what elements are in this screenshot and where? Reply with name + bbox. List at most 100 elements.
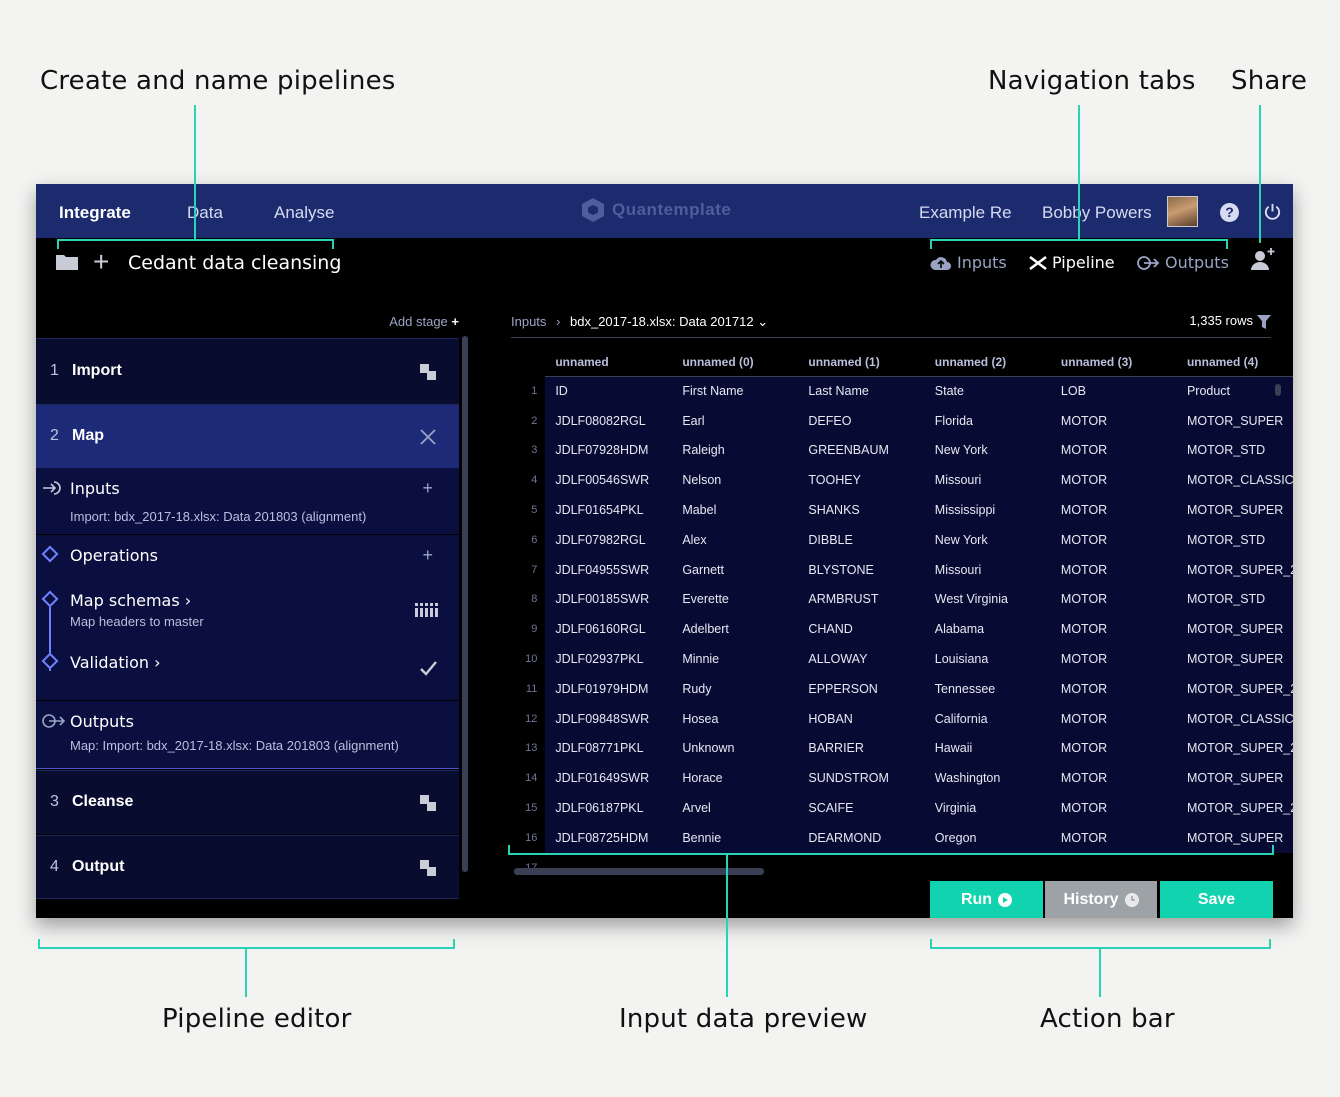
breadcrumb-inputs[interactable]: Inputs <box>511 314 547 329</box>
user-name[interactable]: Bobby Powers <box>1042 203 1152 222</box>
stage-map[interactable]: 2 Map <box>36 404 459 468</box>
table-cell[interactable]: MOTOR <box>1050 793 1177 823</box>
table-cell[interactable]: ALLOWAY <box>798 644 925 674</box>
table-cell[interactable]: GREENBAUM <box>798 435 925 466</box>
table-cell[interactable]: JDLF00185SWR <box>545 584 673 615</box>
table-cell[interactable]: MOTOR <box>1050 524 1177 555</box>
tab-pipeline[interactable]: Pipeline <box>1029 253 1115 272</box>
table-cell[interactable]: JDLF04955SWR <box>545 554 673 585</box>
table-cell[interactable]: MOTOR_SUPER <box>1176 495 1293 525</box>
table-cell[interactable]: EPPERSON <box>798 673 925 704</box>
table-cell[interactable]: Earl <box>672 405 799 436</box>
map-outputs-section[interactable]: Outputs Map: Import: bdx_2017-18.xlsx: D… <box>36 701 459 769</box>
table-cell[interactable]: BARRIER <box>798 733 925 764</box>
table-cell[interactable] <box>545 852 673 883</box>
tab-inputs[interactable]: Inputs <box>930 253 1007 272</box>
table-cell[interactable]: MOTOR <box>1050 673 1177 704</box>
table-cell[interactable]: MOTOR <box>1050 763 1177 794</box>
table-cell[interactable]: Alabama <box>924 614 1051 645</box>
table-cell[interactable]: Mississippi <box>924 495 1051 525</box>
table-cell[interactable] <box>1050 852 1177 883</box>
table-cell[interactable]: Mabel <box>672 495 799 525</box>
table-cell[interactable]: MOTOR <box>1050 554 1177 585</box>
table-cell[interactable] <box>672 852 799 883</box>
table-cell[interactable]: MOTOR_SUPER <box>1176 614 1293 645</box>
table-cell[interactable]: MOTOR <box>1050 495 1177 525</box>
editor-scrollbar[interactable] <box>462 336 468 872</box>
close-icon[interactable] <box>419 428 437 446</box>
table-cell[interactable] <box>1176 852 1293 883</box>
table-cell[interactable]: JDLF08725HDM <box>545 822 673 853</box>
power-icon[interactable] <box>1263 202 1282 221</box>
table-cell[interactable]: MOTOR <box>1050 435 1177 466</box>
avatar[interactable] <box>1167 196 1198 227</box>
table-cell[interactable]: Rudy <box>672 673 799 704</box>
table-cell[interactable]: MOTOR_STD <box>1176 435 1293 466</box>
table-cell[interactable]: JDLF07928HDM <box>545 435 673 466</box>
table-cell[interactable]: MOTOR_SUPER_20 <box>1176 733 1293 764</box>
table-cell[interactable]: Unknown <box>672 733 799 764</box>
filter-icon[interactable] <box>1257 315 1271 329</box>
table-cell[interactable]: JDLF02937PKL <box>545 644 673 674</box>
table-cell[interactable]: Garnett <box>672 554 799 585</box>
table-cell[interactable]: MOTOR_STD <box>1176 584 1293 615</box>
table-cell[interactable]: ARMBRUST <box>798 584 925 615</box>
table-cell[interactable]: Florida <box>924 405 1051 436</box>
save-button[interactable]: Save <box>1160 881 1273 918</box>
help-icon[interactable]: ? <box>1220 203 1239 222</box>
table-cell[interactable]: MOTOR_SUPER_20 <box>1176 793 1293 823</box>
map-inputs-section[interactable]: Inputs + Import: bdx_2017-18.xlsx: Data … <box>36 468 459 534</box>
table-cell[interactable]: LOB <box>1050 376 1177 406</box>
table-cell[interactable]: JDLF08771PKL <box>545 733 673 764</box>
table-cell[interactable]: Nelson <box>672 465 799 496</box>
table-cell[interactable]: Bennie <box>672 822 799 853</box>
table-cell[interactable]: TOOHEY <box>798 465 925 496</box>
table-cell[interactable]: Hosea <box>672 703 799 734</box>
table-cell[interactable]: JDLF01979HDM <box>545 673 673 704</box>
table-cell[interactable]: JDLF06160RGL <box>545 614 673 645</box>
table-cell[interactable]: DIBBLE <box>798 524 925 555</box>
table-cell[interactable]: JDLF09848SWR <box>545 703 673 734</box>
table-cell[interactable]: Raleigh <box>672 435 799 466</box>
table-cell[interactable]: Tennessee <box>924 673 1051 704</box>
table-cell[interactable]: MOTOR <box>1050 584 1177 615</box>
table-cell[interactable]: HOBAN <box>798 703 925 734</box>
table-cell[interactable]: MOTOR <box>1050 703 1177 734</box>
run-button[interactable]: Run <box>930 881 1043 918</box>
tab-outputs[interactable]: Outputs <box>1136 253 1229 272</box>
table-cell[interactable]: BLYSTONE <box>798 554 925 585</box>
nav-data[interactable]: Data <box>187 203 223 222</box>
table-cell[interactable]: Missouri <box>924 465 1051 496</box>
table-cell[interactable]: State <box>924 376 1051 406</box>
table-cell[interactable]: MOTOR_CLASSIC <box>1176 703 1293 734</box>
add-input-plus-icon[interactable]: + <box>422 478 433 498</box>
table-cell[interactable]: Oregon <box>924 822 1051 853</box>
table-cell[interactable]: JDLF08082RGL <box>545 405 673 436</box>
table-cell[interactable]: Last Name <box>798 376 925 406</box>
table-cell[interactable]: MOTOR_SUPER <box>1176 822 1293 853</box>
table-vertical-scrollbar[interactable] <box>1275 384 1281 396</box>
table-cell[interactable]: Horace <box>672 763 799 794</box>
table-cell[interactable]: MOTOR <box>1050 614 1177 645</box>
table-cell[interactable]: SHANKS <box>798 495 925 525</box>
column-header[interactable]: unnamed <box>545 348 673 377</box>
table-cell[interactable] <box>798 852 925 883</box>
table-cell[interactable]: JDLF01654PKL <box>545 495 673 525</box>
table-cell[interactable]: MOTOR <box>1050 822 1177 853</box>
table-horizontal-scrollbar[interactable] <box>514 868 764 875</box>
table-cell[interactable]: DEARMOND <box>798 822 925 853</box>
table-cell[interactable]: JDLF07982RGL <box>545 524 673 555</box>
table-cell[interactable]: Minnie <box>672 644 799 674</box>
table-cell[interactable]: California <box>924 703 1051 734</box>
table-cell[interactable]: MOTOR_SUPER <box>1176 405 1293 436</box>
history-button[interactable]: History <box>1045 881 1157 918</box>
table-cell[interactable]: West Virginia <box>924 584 1051 615</box>
table-cell[interactable]: MOTOR_SUPER <box>1176 763 1293 794</box>
table-cell[interactable]: SCAIFE <box>798 793 925 823</box>
table-cell[interactable]: Arvel <box>672 793 799 823</box>
column-header[interactable]: unnamed (0) <box>672 348 799 377</box>
table-cell[interactable]: JDLF01649SWR <box>545 763 673 794</box>
add-operation-plus-icon[interactable]: + <box>422 545 433 565</box>
stage-import[interactable]: 1 Import <box>36 338 459 404</box>
table-cell[interactable]: MOTOR_SUPER_20 <box>1176 673 1293 704</box>
